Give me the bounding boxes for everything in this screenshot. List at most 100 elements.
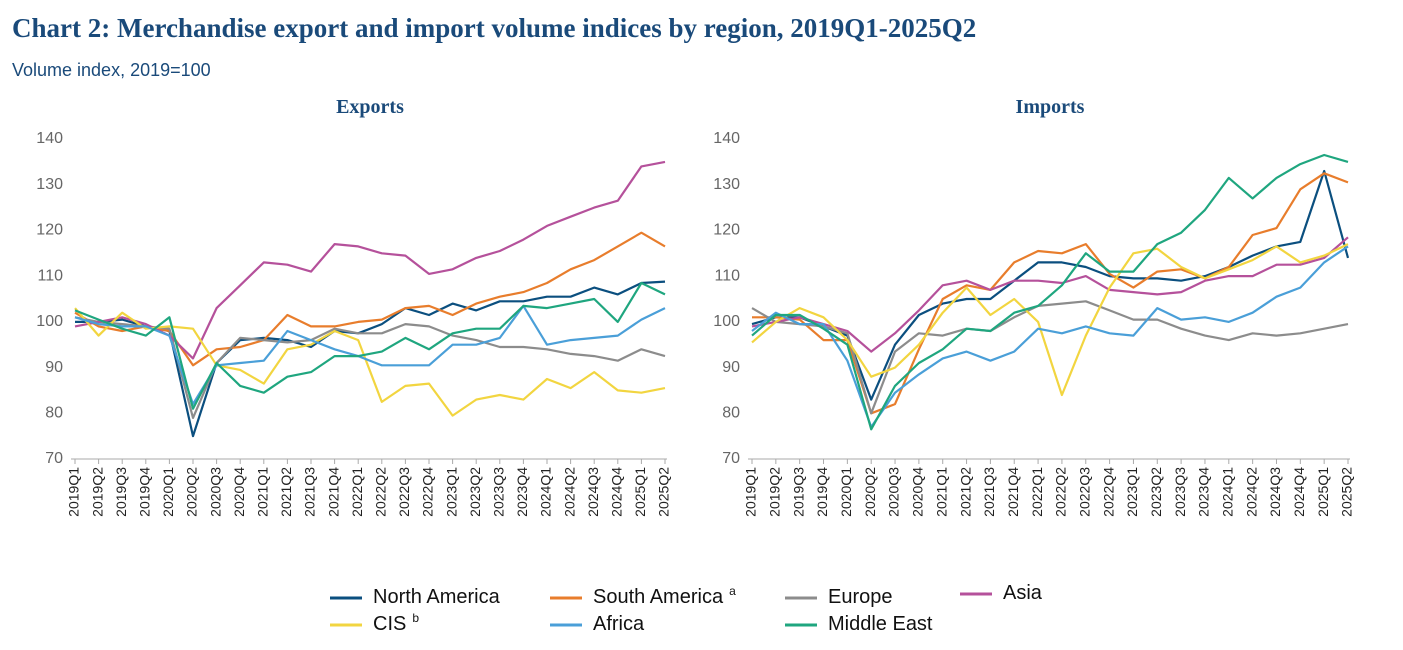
legend-name: Europe — [828, 586, 893, 608]
y-tick-label: 90 — [722, 359, 740, 376]
legend-name: CIS — [373, 613, 406, 635]
y-tick-label: 140 — [36, 130, 63, 147]
chart-subtitle: Volume index, 2019=100 — [12, 60, 211, 80]
x-tick-label: 2024Q1 — [538, 467, 554, 517]
x-tick-label: 2019Q4 — [137, 467, 153, 517]
x-tick-label: 2025Q2 — [656, 467, 672, 517]
legend-note: b — [412, 611, 419, 625]
y-tick-label: 130 — [36, 176, 63, 193]
x-tick-label: 2021Q1 — [933, 467, 949, 517]
legend-label: South America a — [593, 584, 736, 608]
legend-label: Asia — [1003, 582, 1043, 604]
legend-label: Africa — [593, 613, 645, 635]
x-tick-label: 2022Q3 — [1076, 467, 1092, 517]
x-tick-label: 2024Q4 — [609, 467, 625, 517]
series-line — [75, 280, 666, 438]
x-tick-label: 2019Q4 — [814, 467, 830, 517]
y-tick-label: 130 — [713, 176, 740, 193]
x-tick-label: 2023Q3 — [491, 467, 507, 517]
x-tick-label: 2023Q1 — [1124, 467, 1140, 517]
x-tick-label: 2024Q2 — [561, 467, 577, 517]
x-tick-label: 2021Q3 — [302, 467, 318, 517]
x-tick-label: 2024Q3 — [1267, 467, 1283, 517]
series-line — [74, 304, 666, 406]
legend-name: North America — [373, 586, 501, 608]
x-tick-label: 2019Q3 — [790, 467, 806, 517]
y-tick-label: 100 — [36, 313, 63, 330]
series-line — [74, 316, 666, 419]
x-tick-label: 2024Q3 — [585, 467, 601, 517]
x-tick-label: 2022Q2 — [373, 467, 389, 517]
series-line — [751, 245, 1349, 429]
x-tick-label: 2023Q4 — [1196, 467, 1212, 517]
legend-label: Middle East — [828, 613, 933, 635]
y-tick-label: 110 — [37, 267, 63, 284]
series-line — [751, 236, 1349, 353]
x-tick-label: 2020Q4 — [231, 467, 247, 517]
panel-title: Exports — [336, 96, 404, 118]
x-tick-label: 2023Q3 — [1172, 467, 1188, 517]
y-tick-label: 140 — [713, 130, 740, 147]
x-tick-label: 2022Q2 — [1053, 467, 1069, 517]
x-tick-label: 2024Q4 — [1291, 467, 1307, 517]
x-tick-label: 2021Q2 — [957, 467, 973, 517]
x-tick-label: 2022Q1 — [349, 467, 365, 517]
legend-name: Africa — [593, 613, 645, 635]
legend-name: Asia — [1003, 582, 1043, 604]
x-tick-label: 2022Q4 — [1100, 467, 1116, 517]
y-tick-label: 80 — [45, 405, 63, 422]
x-tick-label: 2023Q2 — [467, 467, 483, 517]
y-tick-label: 70 — [722, 450, 740, 467]
x-tick-label: 2020Q3 — [886, 467, 902, 517]
x-tick-label: 2021Q3 — [981, 467, 997, 517]
x-tick-label: 2023Q2 — [1148, 467, 1164, 517]
y-tick-label: 100 — [713, 313, 740, 330]
x-tick-label: 2025Q1 — [1315, 467, 1331, 517]
x-tick-label: 2022Q4 — [420, 467, 436, 517]
x-tick-label: 2019Q1 — [743, 467, 759, 517]
x-tick-label: 2020Q2 — [184, 467, 200, 517]
y-tick-label: 110 — [714, 267, 740, 284]
y-tick-label: 90 — [45, 359, 63, 376]
x-tick-label: 2021Q4 — [325, 467, 341, 517]
x-tick-label: 2025Q1 — [632, 467, 648, 517]
x-tick-label: 2020Q1 — [160, 467, 176, 517]
legend-label: Europe — [828, 586, 893, 608]
x-tick-label: 2021Q4 — [1005, 467, 1021, 517]
x-tick-label: 2019Q1 — [66, 467, 82, 517]
x-tick-label: 2020Q3 — [207, 467, 223, 517]
series-line — [751, 153, 1349, 431]
x-tick-label: 2019Q3 — [113, 467, 129, 517]
x-tick-label: 2021Q1 — [255, 467, 271, 517]
series-line — [74, 160, 666, 360]
x-tick-label: 2019Q2 — [89, 467, 105, 517]
y-tick-label: 80 — [722, 405, 740, 422]
x-tick-label: 2020Q2 — [862, 467, 878, 517]
series-line — [751, 169, 1350, 401]
x-tick-label: 2022Q3 — [396, 467, 412, 517]
x-tick-label: 2022Q1 — [1029, 467, 1045, 517]
x-tick-label: 2020Q4 — [910, 467, 926, 517]
series-line — [74, 307, 666, 417]
x-tick-label: 2023Q4 — [514, 467, 530, 517]
series-line — [751, 243, 1349, 397]
legend-note: a — [729, 584, 736, 598]
x-tick-label: 2023Q1 — [443, 467, 459, 517]
x-tick-label: 2019Q2 — [767, 467, 783, 517]
series-line — [74, 231, 666, 367]
y-tick-label: 70 — [45, 450, 63, 467]
series-line — [74, 281, 666, 410]
x-tick-label: 2025Q2 — [1339, 467, 1355, 517]
y-tick-label: 120 — [713, 222, 740, 239]
x-tick-label: 2021Q2 — [278, 467, 294, 517]
series-line — [752, 172, 1349, 415]
panel-title: Imports — [1016, 96, 1085, 118]
chart-title: Chart 2: Merchandise export and import v… — [12, 13, 976, 43]
x-tick-label: 2020Q1 — [838, 467, 854, 517]
y-tick-label: 120 — [36, 222, 63, 239]
legend-name: Middle East — [828, 613, 933, 635]
legend-name: South America — [593, 586, 724, 608]
legend-label: CIS b — [373, 611, 419, 635]
legend-label: North America — [373, 586, 501, 608]
